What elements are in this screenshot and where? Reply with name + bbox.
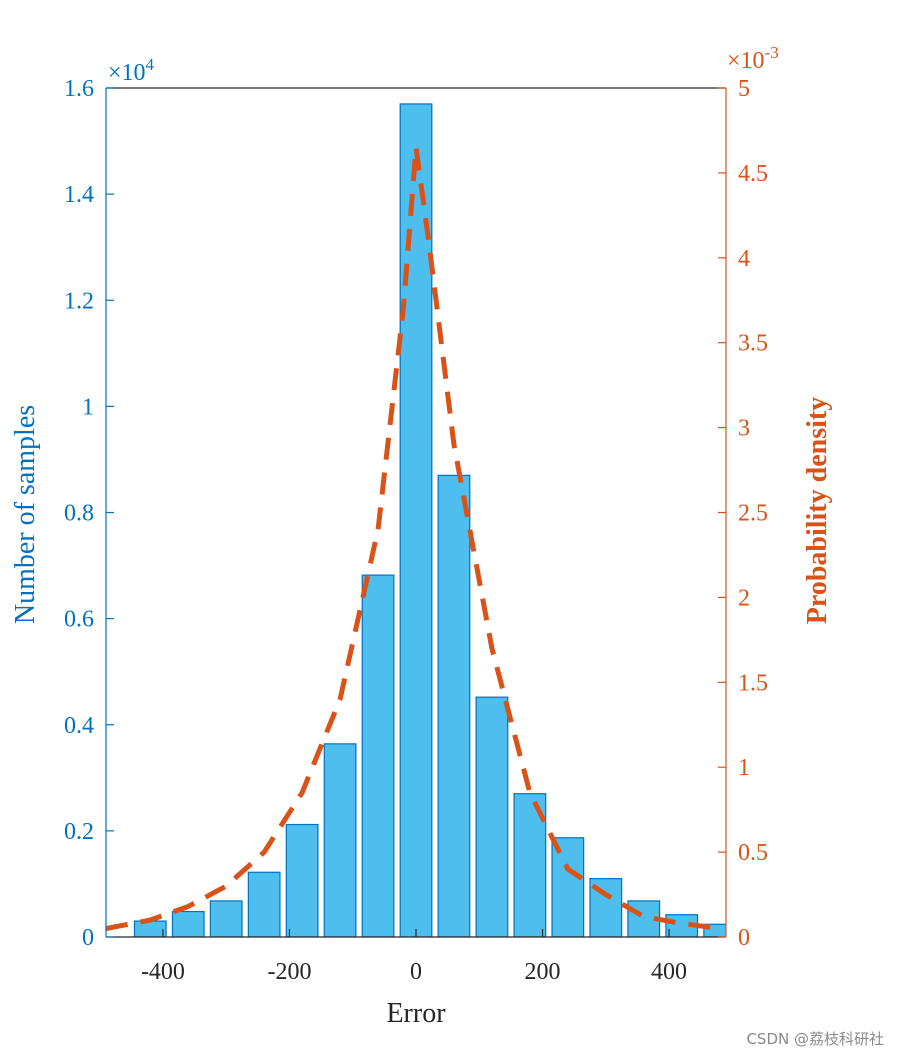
y-right-tick-label: 2 <box>738 585 750 611</box>
x-tick-label: -400 <box>141 959 185 985</box>
y-axis-right-multiplier: ×10-3 <box>727 43 779 74</box>
y-left-tick-label: 1.6 <box>64 76 94 102</box>
bars-layer <box>133 103 726 937</box>
y-right-tick-label: 1 <box>738 755 750 781</box>
x-tick-label: 0 <box>410 959 422 985</box>
y-left-tick-label: 0 <box>82 925 94 951</box>
y-right-tick-label: 0 <box>738 925 750 951</box>
y-left-tick-label: 0.2 <box>64 819 94 845</box>
y-axis-left-multiplier: ×104 <box>108 55 155 86</box>
y-right-tick-label: 0.5 <box>738 840 768 866</box>
bar <box>361 574 395 937</box>
y-left-tick-label: 1.4 <box>64 182 94 208</box>
density-curve <box>106 147 721 931</box>
bar <box>285 823 319 937</box>
bar <box>437 474 471 937</box>
y-right-tick-label: 3.5 <box>738 331 768 357</box>
x-tick-label: 400 <box>651 959 687 985</box>
ticks: 0 0.2 0.4 0.6 0.8 1 1.2 1.4 1.6 0 0.5 1 1.5 2 2.5 3 3.5 4… <box>64 76 768 985</box>
bar <box>209 900 243 937</box>
bar <box>133 920 167 937</box>
bar <box>323 743 357 937</box>
y-right-tick-label: 3 <box>738 416 750 442</box>
y-left-tick-label: 0.4 <box>64 713 94 739</box>
y-right-tick-label: 1.5 <box>738 670 768 696</box>
y-right-tick-label: 5 <box>738 76 750 102</box>
x-axis-label: Error <box>386 998 446 1029</box>
x-tick-label: -200 <box>267 959 311 985</box>
bar <box>247 871 281 937</box>
y-left-tick-label: 0.6 <box>64 607 94 633</box>
y-right-tick-label: 4.5 <box>738 161 768 187</box>
watermark: CSDN @荔枝科研社 <box>746 1030 884 1048</box>
y-right-tick-label: 4 <box>738 246 750 272</box>
y-left-tick-label: 0.8 <box>64 501 94 527</box>
y-left-tick-label: 1 <box>82 394 94 420</box>
bar <box>475 696 509 937</box>
y-axis-right-label: Probability density <box>802 397 833 624</box>
x-tick-label: 200 <box>525 959 561 985</box>
bar <box>399 103 433 937</box>
bar <box>551 837 585 937</box>
y-right-tick-label: 2.5 <box>738 501 768 527</box>
y-axis-left-label: Number of samples <box>10 405 41 624</box>
y-left-tick-label: 1.2 <box>64 288 94 314</box>
bar <box>171 910 205 937</box>
